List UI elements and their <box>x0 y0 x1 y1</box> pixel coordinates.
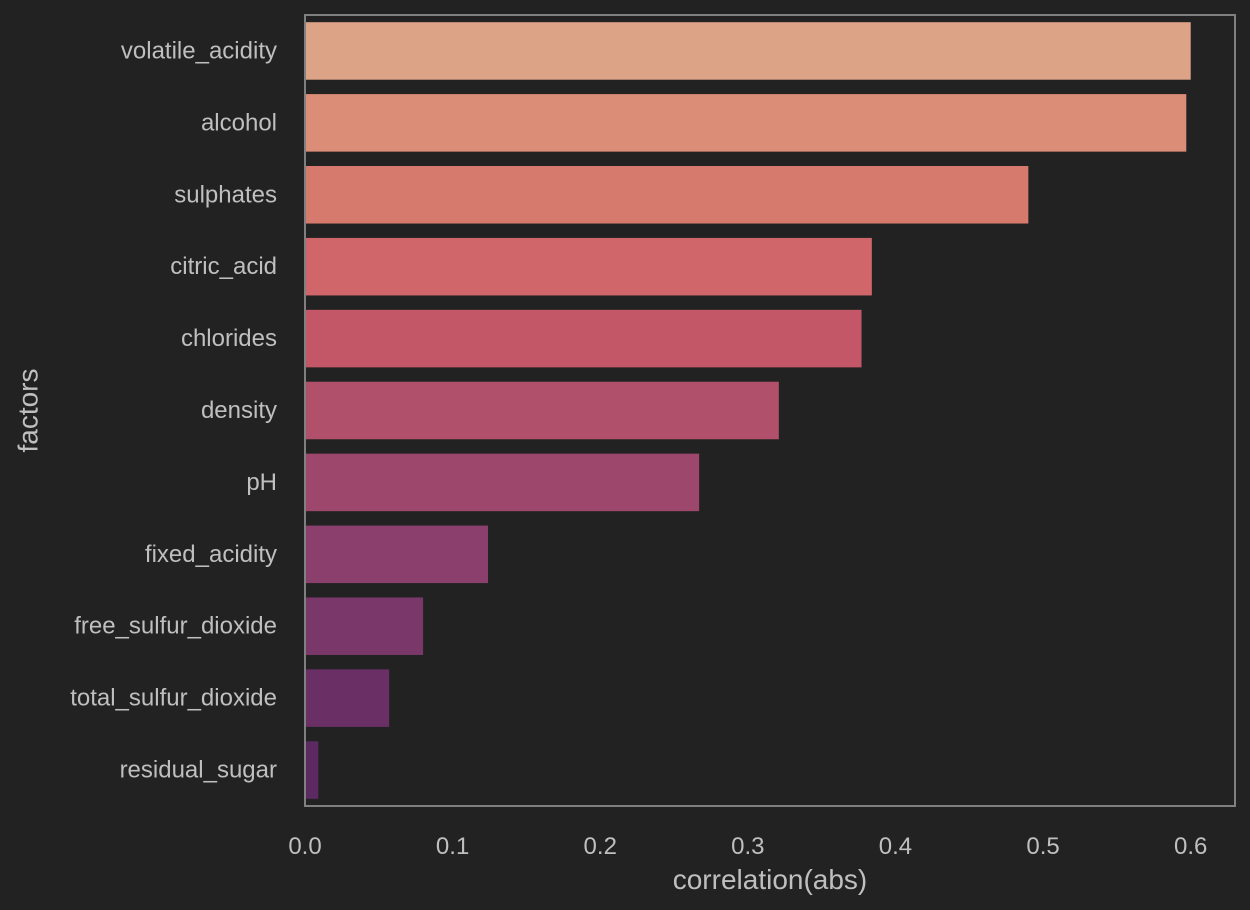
bar-residual-sugar <box>305 741 319 799</box>
y-tick-label: volatile_acidity <box>121 37 277 64</box>
y-tick-label: sulphates <box>174 181 277 208</box>
y-tick-label: pH <box>246 469 277 496</box>
y-tick-label: citric_acid <box>170 253 277 280</box>
y-tick-label: alcohol <box>201 109 277 136</box>
y-tick-label: chlorides <box>181 325 277 352</box>
bar-alcohol <box>305 94 1187 152</box>
bar-total-sulfur-dioxide <box>305 669 390 727</box>
bar-ph <box>305 453 700 512</box>
x-tick-labels: 0.0 0.1 0.2 0.3 0.4 0.5 0.6 <box>288 833 1207 860</box>
bar-volatile-acidity <box>305 22 1191 80</box>
x-tick-label: 0.3 <box>731 833 764 860</box>
x-tick-label: 0.5 <box>1026 833 1059 860</box>
bar-density <box>305 381 779 440</box>
bar-chlorides <box>305 309 862 368</box>
x-tick-label: 0.0 <box>288 833 321 860</box>
plot-frame <box>304 14 1236 807</box>
bar-citric-acid <box>305 237 872 296</box>
y-axis-title: factors <box>13 368 44 452</box>
bar-sulphates <box>305 166 1029 224</box>
x-tick-label: 0.6 <box>1174 833 1207 860</box>
x-axis-title: correlation(abs) <box>673 864 868 895</box>
y-tick-label: residual_sugar <box>120 757 277 784</box>
x-tick-label: 0.4 <box>879 833 912 860</box>
y-tick-label: density <box>201 397 277 424</box>
bars-group <box>305 22 1191 799</box>
y-tick-label: free_sulfur_dioxide <box>74 613 277 640</box>
bar-free-sulfur-dioxide <box>305 597 424 655</box>
x-tick-label: 0.2 <box>584 833 617 860</box>
x-tick-label: 0.1 <box>436 833 469 860</box>
bar-fixed-acidity <box>305 525 489 584</box>
y-tick-label: fixed_acidity <box>145 541 277 568</box>
y-tick-label: total_sulfur_dioxide <box>70 685 277 712</box>
